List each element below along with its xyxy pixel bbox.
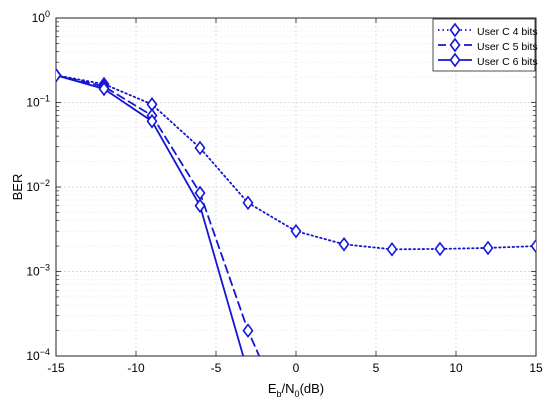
y-tick-label: 10−3 bbox=[26, 263, 50, 279]
x-tick-label: 5 bbox=[373, 361, 380, 375]
x-tick-label: 10 bbox=[449, 361, 463, 375]
data-point-marker bbox=[146, 113, 158, 129]
data-point-marker bbox=[386, 241, 398, 257]
data-point-marker bbox=[434, 241, 446, 257]
x-tick-label: -15 bbox=[47, 361, 65, 375]
legend-marker bbox=[449, 22, 461, 38]
legend-label-4-bits: User C 4 bits bbox=[477, 26, 538, 38]
x-tick-label: -5 bbox=[211, 361, 222, 375]
x-axis-label: Eb/N0(dB) bbox=[268, 381, 324, 399]
x-tick-label: 15 bbox=[529, 361, 543, 375]
data-point-marker bbox=[56, 67, 62, 83]
y-axis-label: BER bbox=[10, 174, 25, 201]
y-tick-label: 10−1 bbox=[26, 94, 50, 110]
data-point-marker bbox=[290, 223, 302, 239]
data-point-marker bbox=[194, 140, 206, 156]
data-point-marker bbox=[338, 236, 350, 252]
series-3 bbox=[56, 67, 245, 356]
legend-samples bbox=[438, 22, 472, 68]
series-layer bbox=[56, 67, 536, 356]
data-point-marker bbox=[530, 238, 536, 254]
data-point-marker bbox=[242, 323, 254, 338]
legend: User C 4 bits User C 5 bits User C 6 bit… bbox=[432, 18, 538, 72]
legend-label-6-bits: User C 6 bits bbox=[477, 56, 538, 68]
y-tick-label: 100 bbox=[32, 9, 50, 25]
data-point-marker bbox=[194, 198, 206, 214]
data-point-marker bbox=[98, 81, 110, 97]
y-tick-label: 10−2 bbox=[26, 178, 50, 194]
axis-ticks: 100 10−1 10−2 10−3 10−4-15 -10 -5 0 5 10 15 bbox=[26, 9, 543, 375]
series-1 bbox=[56, 67, 536, 257]
data-point-marker bbox=[482, 240, 494, 256]
y-tick-label: 10−4 bbox=[26, 347, 50, 363]
legend-label-5-bits: User C 5 bits bbox=[477, 41, 538, 53]
data-point-marker bbox=[242, 195, 254, 211]
x-tick-label: 0 bbox=[293, 361, 300, 375]
x-tick-label: -10 bbox=[127, 361, 145, 375]
legend-marker bbox=[449, 37, 461, 53]
legend-marker bbox=[449, 52, 461, 68]
